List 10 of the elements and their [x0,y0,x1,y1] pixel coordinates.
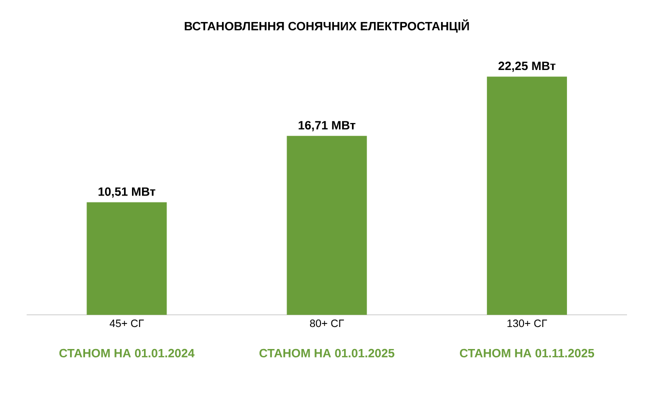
text: СТАНОМ НА 01.11.2025 [460,349,594,358]
text: СТАНОМ НА 01.01.2024 [59,349,195,358]
x-tick-label: 80+ СГ [310,320,344,328]
data-label: 10,51 МВт [98,188,156,198]
data-label: 16,71 МВт [298,121,356,132]
x-tick-label: 45+ СГ [110,320,144,328]
data-label: 22,25 МВт [498,62,556,72]
chart-title: ВСТАНОВЛЕННЯ СОНЯЧНИХ ЕЛЕКТРОСТАНЦІЙ [184,20,469,33]
text: СТАНОМ НА 01.01.2025 [259,349,394,358]
x-tick-label: 130+ СГ [508,320,547,328]
